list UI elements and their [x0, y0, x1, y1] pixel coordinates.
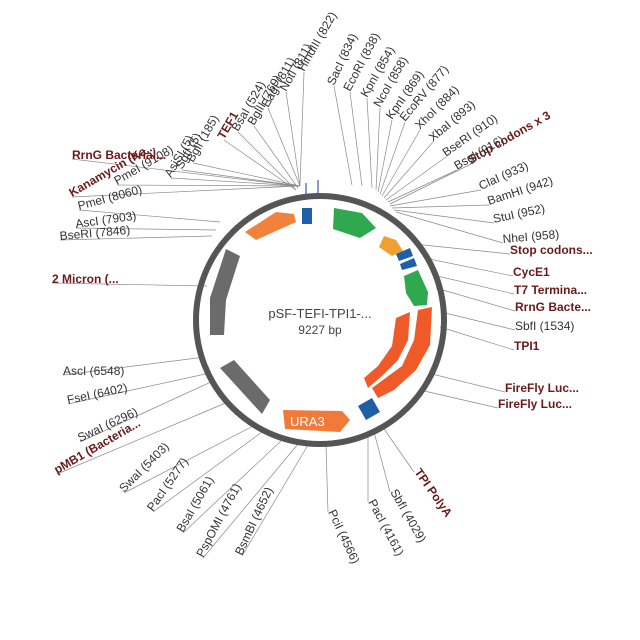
t7term-label[interactable]: T7 Termina...	[514, 283, 587, 297]
pspomi-leader-line	[202, 443, 299, 559]
bsai-524-leader-line	[237, 131, 297, 191]
stui-leader-line	[393, 209, 495, 224]
leader-lines	[51, 71, 516, 559]
rrng-feature[interactable]	[404, 270, 428, 306]
ffluc1-label[interactable]: FireFly Luc...	[498, 397, 572, 411]
asisi-leader-line	[170, 177, 301, 187]
tpi1-label[interactable]: TPI1	[514, 339, 540, 353]
bseri-910-leader-line	[385, 156, 447, 201]
ecorv-leader-line	[379, 121, 406, 195]
clai-leader-line	[389, 189, 482, 207]
stop2-label[interactable]: Stop codons...	[510, 243, 593, 257]
tpipolya-label[interactable]: TPI PolyA	[412, 466, 456, 520]
asci-7903-leader-line	[75, 227, 217, 231]
firefly-luc-outer[interactable]	[372, 307, 432, 398]
kanamycin-feature[interactable]	[333, 208, 376, 238]
tpipolya-leader-line	[381, 425, 415, 473]
feature-track: URA3	[210, 180, 432, 432]
tpi-polya-feature[interactable]	[358, 398, 380, 420]
blue-marker-2[interactable]	[400, 258, 417, 270]
tpi1-leader-line	[439, 326, 515, 351]
xhoi-leader-line	[381, 129, 421, 197]
pmb1-leader-line	[56, 401, 229, 475]
tef1-feature[interactable]	[245, 212, 296, 240]
swai-5403-leader-line	[123, 424, 256, 494]
sbfi-1534-label[interactable]: SbfI (1534)	[515, 319, 574, 333]
bsgi-leader-line	[387, 169, 458, 203]
cyce1-feature[interactable]	[379, 236, 403, 256]
plasmid-size: 9227 bp	[298, 323, 342, 337]
noti-leader-line	[285, 91, 301, 187]
fsei-leader-line	[67, 372, 211, 405]
pmei-8060-leader-line	[78, 209, 221, 223]
bamhi-leader-line	[391, 204, 490, 209]
ecori-leader-line	[349, 91, 363, 187]
sbfi-1534-leader-line	[440, 311, 516, 331]
ffluc2-label[interactable]: FireFly Luc...	[505, 381, 579, 395]
t7term-leader-line	[432, 274, 515, 295]
blue-marker-1[interactable]	[396, 248, 413, 261]
hindiii-leader-line	[299, 71, 305, 186]
bgli-leader-line	[192, 162, 301, 187]
ncoi-leader-line	[375, 107, 381, 191]
stop1-leader-line	[389, 163, 472, 205]
ura3-feature[interactable]	[283, 410, 350, 432]
cyce1-leader-line	[423, 257, 514, 277]
rrng1-leader-line	[71, 158, 299, 187]
two-micron-feature[interactable]	[210, 249, 240, 335]
site-labels: HindIII (822)NotI (811)EagI (811)BglII (…	[52, 9, 593, 566]
nhei-leader-line	[395, 211, 504, 244]
saci-leader-line	[333, 85, 353, 186]
stop2-leader-line	[413, 243, 511, 255]
rrng1-label[interactable]: RrnG Bacterial...	[72, 148, 166, 162]
kan-leader-line	[71, 185, 299, 198]
stui-label[interactable]: StuI (952)	[492, 201, 546, 226]
2micron-leader-line	[51, 282, 208, 287]
tef1-leader-line	[223, 139, 297, 191]
kpni-854-leader-line	[366, 97, 373, 189]
pmb1-feature[interactable]	[220, 360, 270, 414]
bsmbi-leader-line	[241, 444, 309, 557]
2micron-label[interactable]: 2 Micron (...	[52, 272, 119, 286]
swai-6296-leader-line	[79, 380, 214, 443]
nhei-label[interactable]: NheI (958)	[502, 227, 560, 246]
bglii-769-leader-line	[253, 125, 299, 189]
ffluc1-leader-line	[419, 389, 499, 409]
bseri-7846-leader-line	[59, 235, 213, 241]
rrng2-label[interactable]: RrnG Bacte...	[515, 300, 591, 314]
asci-6548-leader-line	[62, 356, 206, 376]
eagi-leader-line	[267, 107, 301, 187]
pcii-label[interactable]: PciI (4566)	[325, 507, 362, 566]
xbai-leader-line	[383, 141, 434, 199]
ura3-label: URA3	[290, 414, 325, 429]
paci-5277-leader-line	[152, 431, 263, 513]
ffluc2-leader-line	[431, 373, 506, 393]
rrng2-leader-line	[435, 287, 516, 312]
bsai-5061-leader-line	[182, 439, 283, 534]
fsei-label[interactable]: FseI (6402)	[66, 380, 129, 406]
sgfi-leader-line	[181, 169, 301, 187]
plasmid-name: pSF-TEFI-TPI1-...	[268, 306, 371, 321]
pmei-9108-leader-line	[116, 184, 299, 187]
cyce1-label[interactable]: CycE1	[513, 265, 550, 279]
asci-6548-label[interactable]: AscI (6548)	[63, 364, 124, 378]
sbfi-4029-leader-line	[373, 431, 391, 493]
pcii-leader-line	[325, 445, 329, 513]
plasmid-backbone	[193, 193, 447, 447]
kpni-869-leader-line	[377, 119, 393, 193]
blue-marker-top[interactable]	[302, 208, 312, 224]
bseri-7846-label[interactable]: BseRI (7846)	[59, 223, 131, 243]
firefly-luc-inner[interactable]	[364, 312, 410, 388]
